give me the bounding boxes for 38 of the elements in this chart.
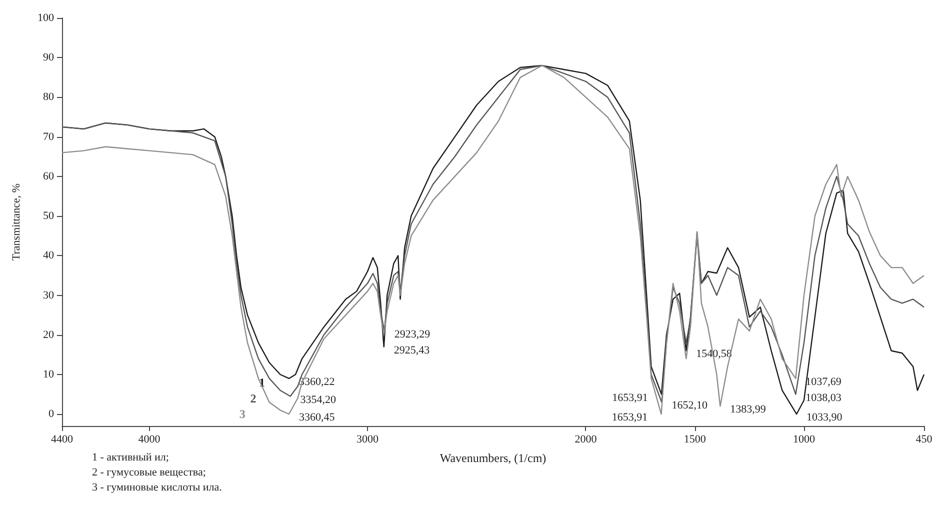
annotation: 1540,58: [696, 348, 732, 360]
text: 1 - активный ил;: [92, 452, 169, 464]
x-tick-label: 4000: [138, 434, 161, 446]
text: 3 - гуминовые кислоты ила.: [92, 482, 222, 494]
annotation: 3360,45: [298, 412, 336, 424]
annotation: 3360,22: [298, 376, 335, 388]
series-label: 3: [239, 407, 246, 422]
annotation: 1038,03: [806, 392, 842, 404]
annotation: 1652,10: [672, 400, 708, 412]
y-tick-label: 20: [43, 328, 54, 341]
x-tick-label: 4400: [51, 434, 74, 446]
y-tick-label: 30: [43, 289, 54, 302]
annotation: 2923,29: [394, 328, 431, 340]
y-axis-title: Transmittance, %: [10, 183, 22, 261]
y-tick-label: 100: [38, 12, 54, 24]
x-tick-label: 1000: [792, 434, 816, 446]
annotation: 3354,20: [300, 394, 337, 406]
y-tick-label: 10: [43, 368, 54, 381]
y-tick-label: 0: [48, 408, 54, 420]
x-axis-title: Wavenumbers, (1/cm): [440, 451, 546, 465]
x-tick-label: 2000: [574, 434, 598, 446]
annotation: 1037,69: [806, 376, 842, 388]
annotation: 1033,90: [806, 412, 843, 424]
series-label: 2: [250, 391, 256, 406]
y-tick-label: 90: [43, 52, 54, 64]
y-tick-label: 80: [43, 91, 54, 104]
annotation: 1653,91: [612, 412, 648, 424]
annotation: 1653,91: [612, 392, 648, 404]
x-tick-label: 3000: [356, 434, 380, 446]
annotation: 1383,99: [730, 404, 766, 416]
x-tick-label: 1500: [684, 434, 706, 446]
y-tick-label: 50: [43, 210, 54, 222]
y-tick-label: 60: [43, 170, 54, 182]
annotation: 2925,43: [394, 344, 430, 356]
text: 2 - гумусовые вещества;: [92, 466, 206, 478]
y-tick-label: 40: [43, 250, 54, 262]
y-tick-label: 70: [43, 130, 54, 143]
x-tick-label: 450: [916, 434, 933, 446]
